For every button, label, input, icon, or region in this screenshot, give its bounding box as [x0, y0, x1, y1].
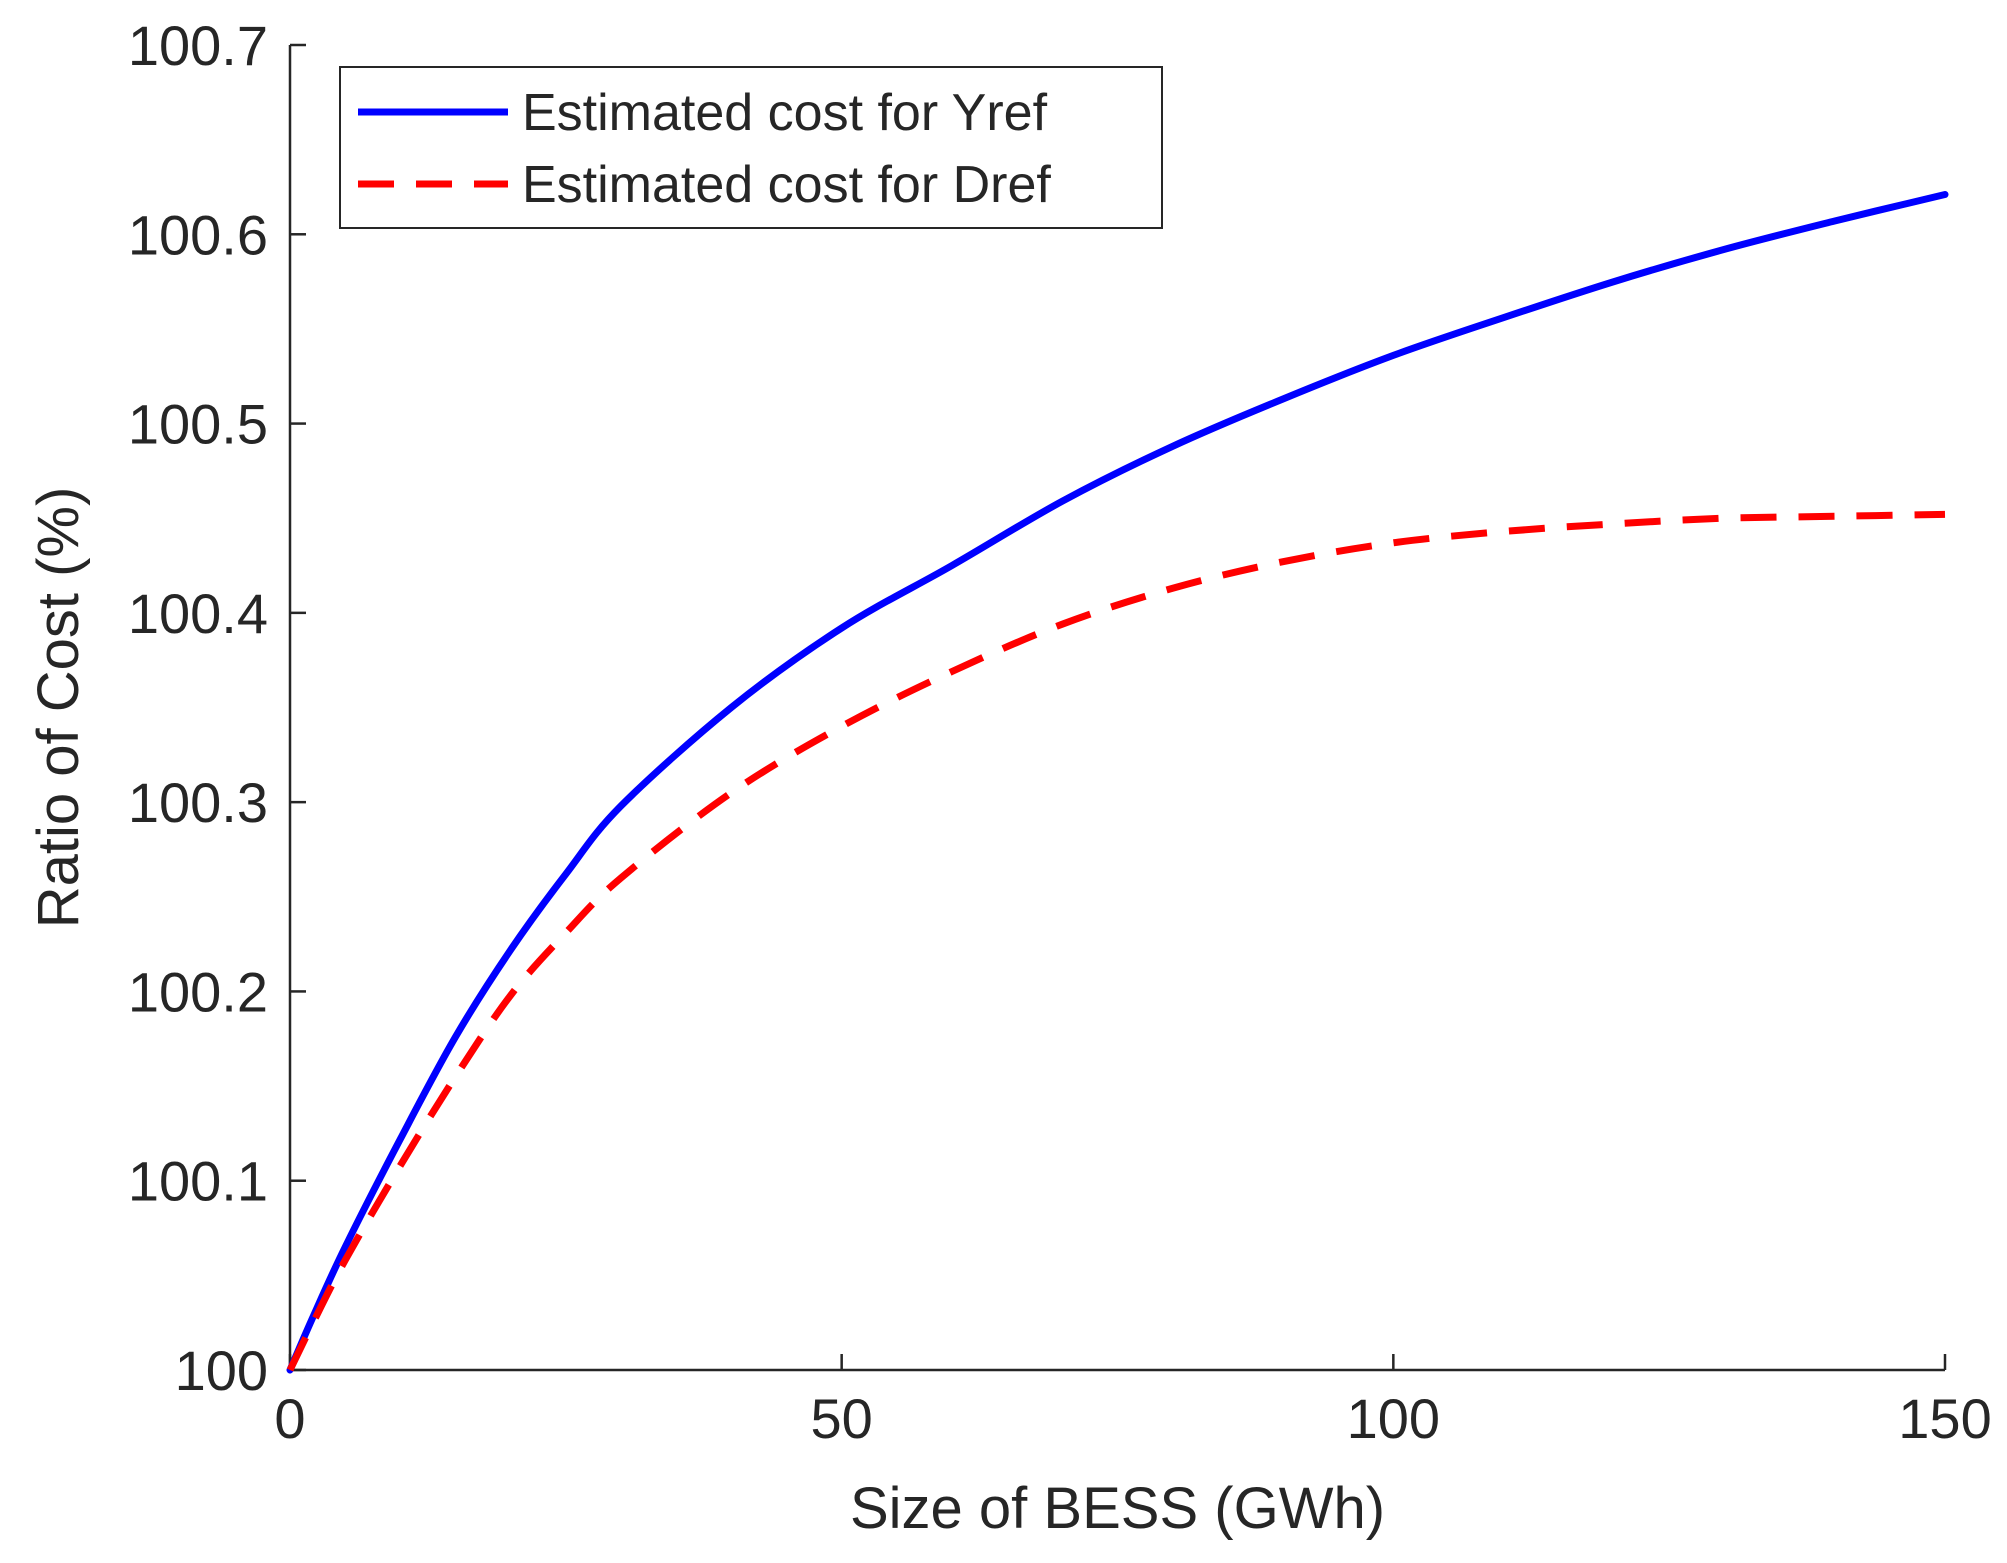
- series-line-dref: [286, 510, 1946, 1372]
- y-tick-label: 100: [175, 1339, 268, 1402]
- y-tick-label: 100.7: [128, 14, 268, 77]
- x-axis-label: Size of BESS (GWh): [850, 1476, 1385, 1541]
- y-axis-label: Ratio of Cost (%): [26, 487, 91, 929]
- axes: [288, 45, 1945, 1372]
- x-tick-label: 150: [1898, 1387, 1991, 1450]
- x-tick-label: 50: [811, 1387, 873, 1450]
- legend: Estimated cost for Yref Estimated cost f…: [339, 66, 1163, 229]
- y-tick-label: 100.2: [128, 960, 268, 1023]
- y-ticks: 100 100.1 100.2 100.3 100.4 100.5 100.6 100.7: [128, 14, 306, 1402]
- legend-label-dref: Estimated cost for Dref: [522, 156, 1051, 214]
- series-layer: [286, 191, 1949, 1374]
- x-tick-label: 0: [274, 1387, 305, 1450]
- y-tick-label: 100.3: [128, 771, 268, 834]
- y-tick-label: 100.1: [128, 1150, 268, 1213]
- y-tick-label: 100.6: [128, 203, 268, 266]
- series-line-yref: [286, 191, 1949, 1374]
- x-ticks: 0 50 100 150: [274, 1354, 1992, 1450]
- legend-box: [339, 66, 1163, 229]
- legend-label-yref: Estimated cost for Yref: [522, 84, 1048, 142]
- y-tick-label: 100.5: [128, 393, 268, 456]
- x-tick-label: 100: [1347, 1387, 1440, 1450]
- y-tick-label: 100.4: [128, 582, 268, 645]
